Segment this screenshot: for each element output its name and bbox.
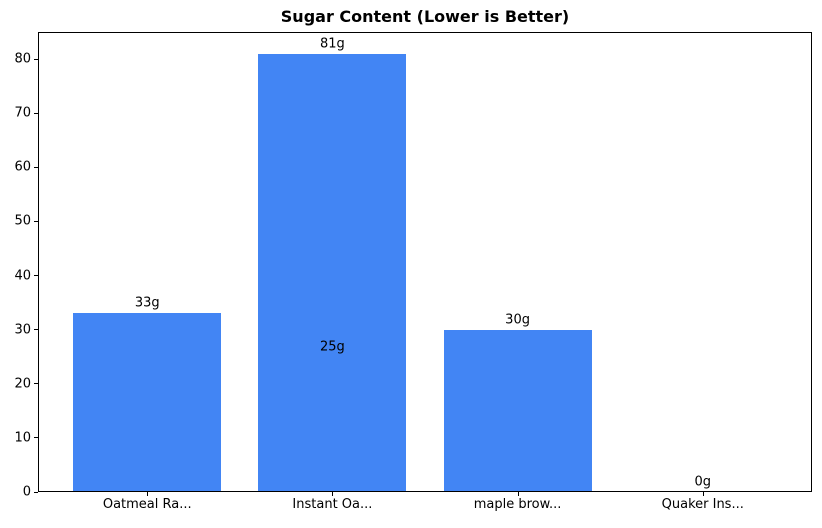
y-axis-tick <box>34 383 38 385</box>
y-axis-tick-label: 20 <box>14 376 31 392</box>
x-axis-tick <box>517 492 519 496</box>
x-axis-tick <box>147 492 149 496</box>
bar-value-label: 81g <box>320 36 345 51</box>
y-axis-tick <box>34 275 38 277</box>
x-axis-tick <box>702 492 704 496</box>
plot-area <box>38 32 812 492</box>
y-axis-tick-label: 50 <box>14 213 31 229</box>
bar <box>443 329 592 491</box>
y-axis-tick-label: 0 <box>22 484 31 500</box>
x-axis-tick-label: Quaker Ins... <box>661 497 744 512</box>
y-axis-tick <box>34 112 38 114</box>
bar-value-label: 30g <box>505 312 530 327</box>
x-axis-tick-label: Instant Oa... <box>292 497 373 512</box>
x-axis-tick <box>332 492 334 496</box>
bar <box>73 313 222 491</box>
bar <box>258 53 407 491</box>
y-axis-tick-label: 30 <box>14 322 31 338</box>
y-axis-tick-label: 10 <box>14 430 31 446</box>
y-axis-tick-label: 80 <box>14 51 31 67</box>
bar-value-label: 33g <box>134 295 160 311</box>
y-axis-tick <box>34 220 38 222</box>
y-axis-tick <box>34 491 38 493</box>
chart-title: Sugar Content (Lower is Better) <box>280 7 570 26</box>
y-axis-tick <box>34 329 38 331</box>
y-axis-tick <box>34 437 38 439</box>
y-axis-tick-label: 60 <box>14 159 31 175</box>
bar-value-label: 0g <box>694 474 712 490</box>
y-axis-tick <box>34 166 38 168</box>
x-axis-tick-label: maple brow... <box>473 497 562 512</box>
bar-annotation: 25g <box>320 339 345 355</box>
y-axis-tick <box>34 58 38 60</box>
x-axis-tick-label: Oatmeal Ra... <box>102 497 192 512</box>
y-axis-tick-label: 40 <box>14 268 31 284</box>
y-axis-tick-label: 70 <box>14 105 31 121</box>
